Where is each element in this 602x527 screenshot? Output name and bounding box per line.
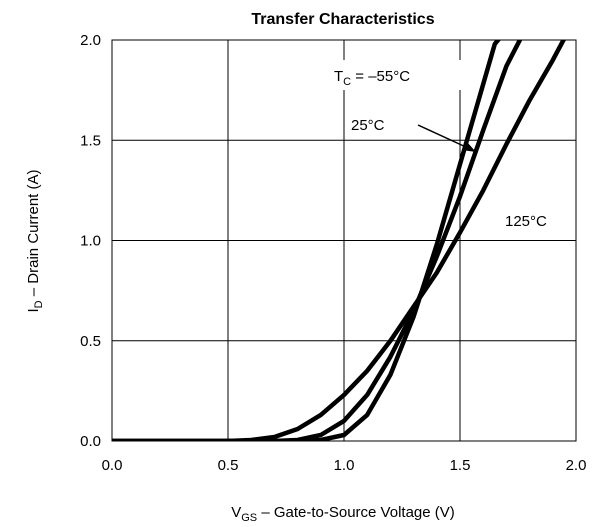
tc-annotation-sub: C	[343, 76, 351, 88]
x-axis-label: VGS – Gate-to-Source Voltage (V)	[231, 504, 455, 524]
series-line-2	[112, 40, 523, 441]
plot-frame	[111, 39, 577, 442]
x-tick-label: 0.0	[102, 457, 123, 474]
tc-annotation-rest: = –55°C	[351, 68, 410, 85]
y-axis-label-sub: D	[33, 300, 45, 308]
series-group	[112, 40, 567, 441]
x-axis-label-sub: GS	[241, 512, 257, 524]
y-tick-labels: 0.0 0.5 1.0 1.5 2.0	[80, 32, 101, 450]
y-axis-label: ID – Drain Current (A)	[25, 170, 45, 313]
y-axis-label-main: I	[25, 308, 42, 312]
tc-annotation-main: T	[334, 68, 343, 85]
t125-annotation: 125°C	[503, 208, 561, 232]
chart-title: Transfer Characteristics	[251, 11, 434, 28]
y-tick-label: 1.0	[80, 233, 101, 250]
t25-arrow-line	[417, 124, 469, 149]
y-tick-label: 0.5	[80, 333, 101, 350]
grid	[112, 40, 576, 441]
t125-annotation-bg	[503, 208, 561, 232]
y-axis-label-rest: – Drain Current (A)	[25, 170, 42, 301]
x-axis-label-main: V	[231, 504, 241, 521]
y-tick-label: 0.0	[80, 433, 101, 450]
t25-annotation-label: 25°C	[351, 117, 385, 134]
x-tick-label: 0.5	[218, 457, 239, 474]
series-line-3	[112, 40, 567, 441]
t25-annotation: 25°C	[349, 112, 476, 152]
x-tick-label: 2.0	[566, 457, 587, 474]
y-tick-label: 1.5	[80, 132, 101, 149]
t25-arrow-head	[462, 142, 476, 152]
x-tick-label: 1.0	[334, 457, 355, 474]
x-tick-label: 1.5	[450, 457, 471, 474]
t125-annotation-label: 125°C	[505, 213, 547, 230]
y-tick-label: 2.0	[80, 32, 101, 49]
t25-annotation-bg	[349, 112, 409, 136]
tc-annotation-label: TC = –55°C	[334, 68, 410, 88]
x-axis-label-rest: – Gate-to-Source Voltage (V)	[257, 504, 455, 521]
series-line-1	[112, 40, 502, 441]
tc-annotation-bg	[330, 60, 465, 90]
tc-annotation: TC = –55°C	[330, 60, 465, 90]
x-tick-labels: 0.0 0.5 1.0 1.5 2.0	[102, 457, 587, 474]
